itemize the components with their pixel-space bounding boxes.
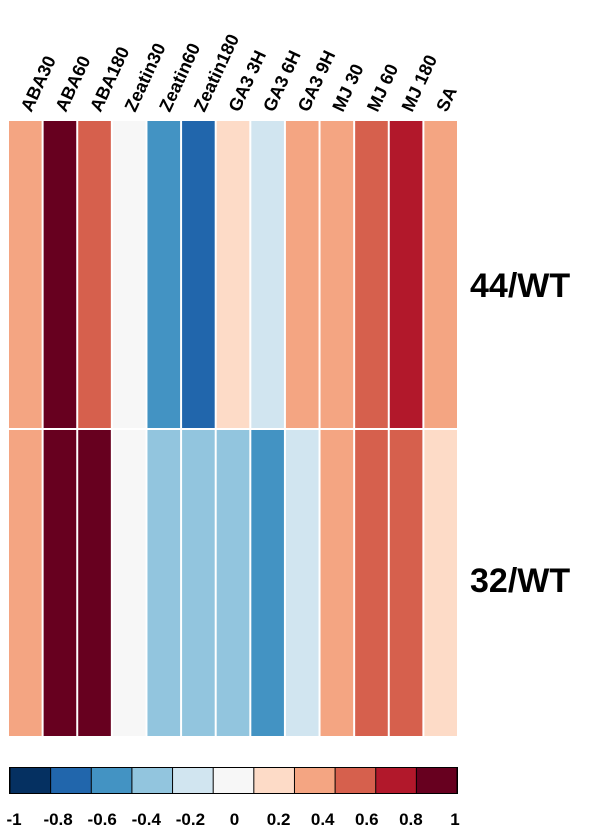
colorbar-tick-label: 0 bbox=[230, 810, 239, 829]
colorbar-tick-label: -0.2 bbox=[176, 810, 205, 829]
colorbar-tick-label: 0.8 bbox=[399, 810, 423, 829]
heatmap-cell-44-wt-zeatin180 bbox=[182, 121, 215, 428]
heatmap-cell-44-wt-ga3-6h bbox=[251, 121, 284, 428]
column-label-sa: SA bbox=[432, 84, 461, 115]
row-label-44-wt: 44/WT bbox=[470, 267, 570, 305]
row-labels: 44/WT 32/WT bbox=[470, 267, 570, 600]
colorbar-tick-label: -0.6 bbox=[88, 810, 117, 829]
colorbar-tick-label: 0.6 bbox=[355, 810, 379, 829]
colorbar-swatch-10 bbox=[416, 768, 457, 793]
heatmap-cell-32-wt-zeatin180 bbox=[182, 430, 215, 736]
colorbar-swatch-0 bbox=[10, 768, 51, 793]
heatmap-cell-32-wt-mj-30 bbox=[320, 430, 354, 736]
heatmap-cell-44-wt-aba30 bbox=[9, 121, 42, 428]
colorbar-swatch-5 bbox=[213, 768, 254, 793]
heatmap-cell-44-wt-mj-30 bbox=[320, 121, 354, 428]
heatmap-cell-32-wt-aba180 bbox=[78, 430, 111, 736]
heatmap-cell-32-wt-aba30 bbox=[9, 430, 42, 736]
colorbar-tick-label: 1 bbox=[450, 810, 459, 829]
heatmap-cell-44-wt-zeatin60 bbox=[147, 121, 181, 428]
row-label-32-wt: 32/WT bbox=[470, 562, 570, 600]
heatmap-cell-44-wt-ga3-3h bbox=[216, 121, 250, 428]
heatmap-cell-32-wt-ga3-9h bbox=[285, 430, 319, 736]
heatmap-cell-32-wt-ga3-3h bbox=[216, 430, 250, 736]
colorbar-swatch-2 bbox=[91, 768, 132, 793]
colorbar-tick-label: -0.8 bbox=[43, 810, 72, 829]
colorbar-tick-label: -0.4 bbox=[132, 810, 162, 829]
heatmap-cell-44-wt-mj-60 bbox=[355, 121, 388, 428]
colorbar-tick-label: 0.2 bbox=[267, 810, 291, 829]
heatmap-cell-32-wt-zeatin30 bbox=[112, 430, 146, 736]
colorbar-swatch-4 bbox=[173, 768, 213, 793]
heatmap-cell-32-wt-zeatin60 bbox=[147, 430, 181, 736]
heatmap-cell-32-wt-aba60 bbox=[43, 430, 77, 736]
colorbar-tick-label: -1 bbox=[6, 810, 21, 829]
heatmap-cell-32-wt-ga3-6h bbox=[251, 430, 284, 736]
colorbar-swatch-9 bbox=[376, 768, 416, 793]
colorbar-swatch-8 bbox=[335, 768, 376, 793]
heatmap-cell-44-wt-ga3-9h bbox=[285, 121, 319, 428]
colorbar-tick-labels: -1 -0.8 -0.6 -0.4 -0.2 0 0.2 0.4 0.6 0.8 1 bbox=[6, 810, 459, 829]
heatmap-cell-44-wt-aba180 bbox=[78, 121, 111, 428]
heatmap-cell-32-wt-mj-60 bbox=[355, 430, 388, 736]
colorbar-swatch-6 bbox=[254, 768, 294, 793]
colorbar-tick-label: 0.4 bbox=[311, 810, 335, 829]
column-labels: ABA30ABA60ABA180Zeatin30Zeatin60Zeatin18… bbox=[17, 31, 461, 115]
colorbar-swatch-7 bbox=[294, 768, 335, 793]
colorbar-swatch-1 bbox=[51, 768, 91, 793]
heatmap-cells bbox=[7, 119, 459, 738]
heatmap-cell-44-wt-zeatin30 bbox=[112, 121, 146, 428]
heatmap-cell-44-wt-mj-180 bbox=[389, 121, 423, 428]
colorbar-swatch-3 bbox=[132, 768, 173, 793]
colorbar bbox=[9, 767, 458, 794]
heatmap-cell-44-wt-aba60 bbox=[43, 121, 77, 428]
heatmap-cell-44-wt-sa bbox=[424, 121, 457, 428]
heatmap-cell-32-wt-mj-180 bbox=[389, 430, 423, 736]
heatmap-cell-32-wt-sa bbox=[424, 430, 457, 736]
